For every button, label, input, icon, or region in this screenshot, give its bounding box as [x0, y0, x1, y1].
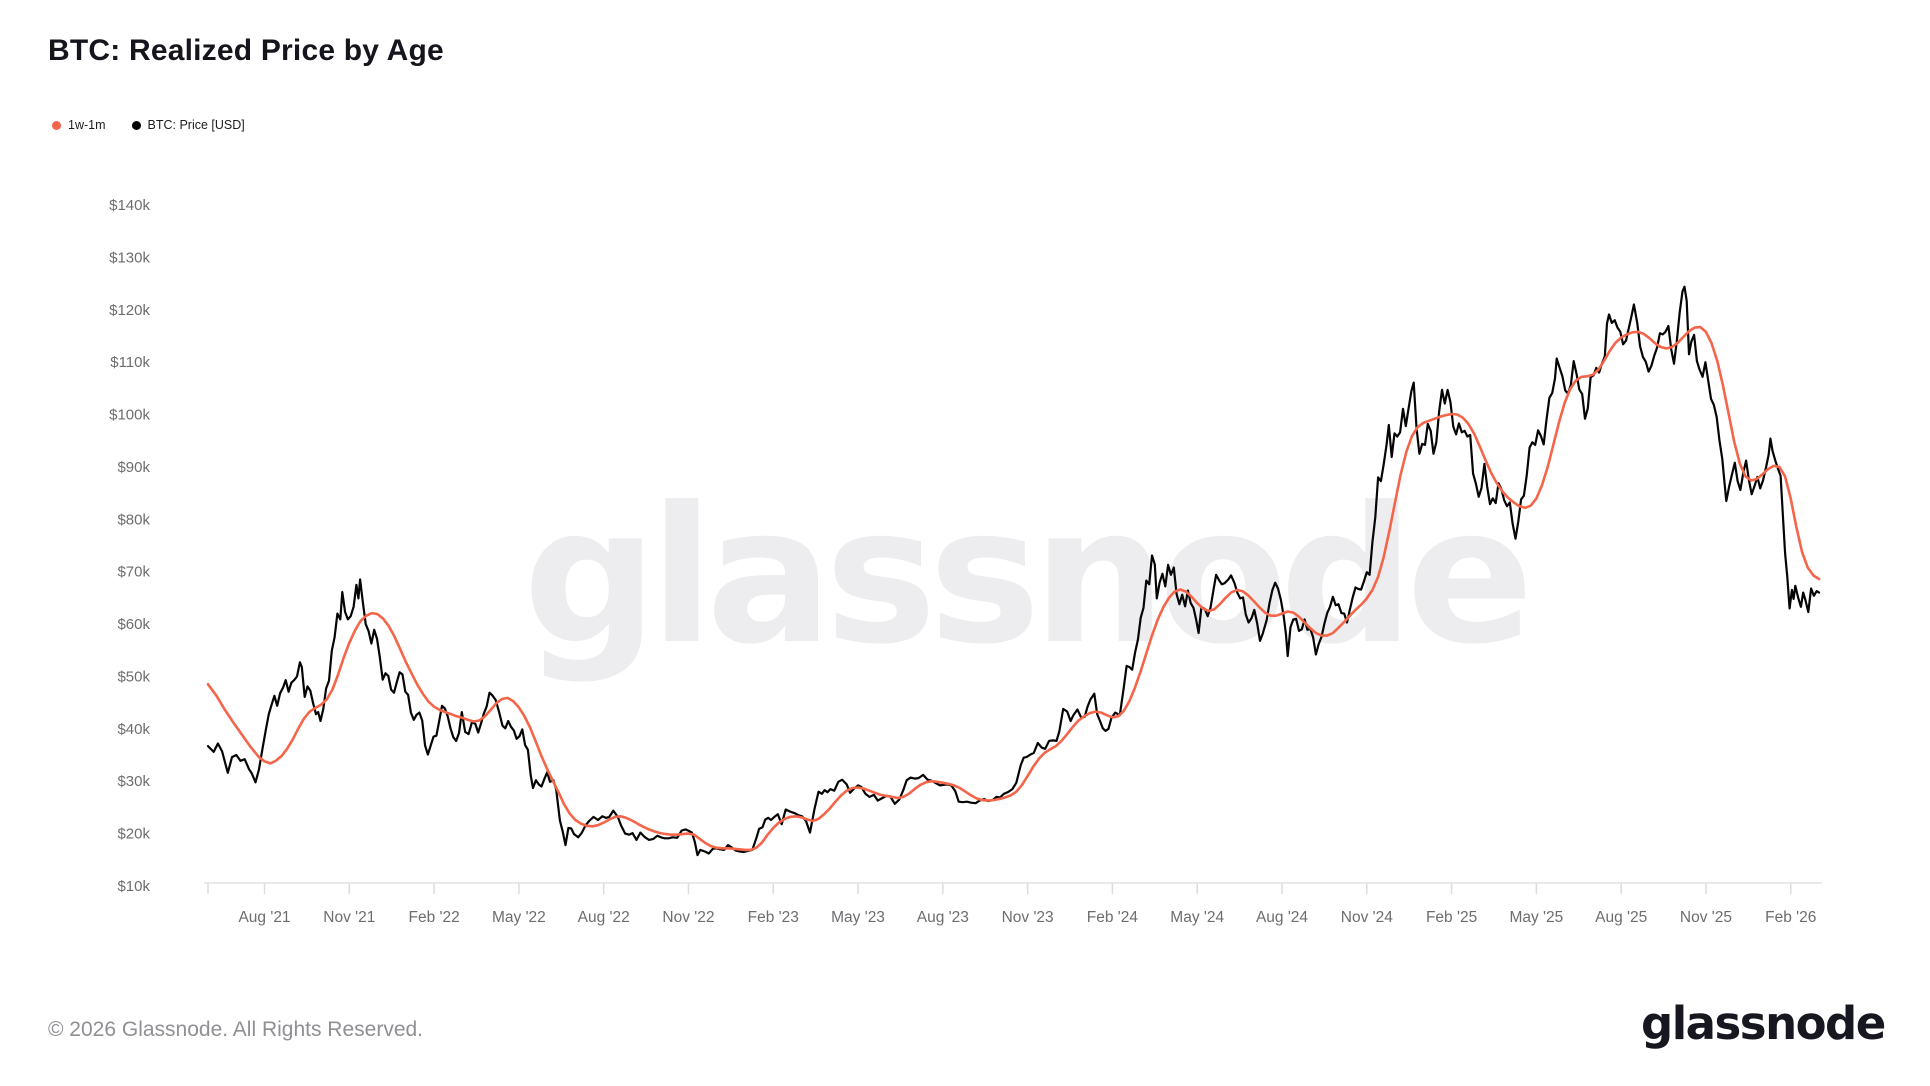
watermark-text: glassnode [523, 467, 1526, 686]
x-tick-label: Feb '22 [408, 909, 459, 926]
series-line-btc-price [206, 285, 1821, 857]
y-tick-label: $120k [109, 302, 150, 319]
legend-item-btc-price[interactable]: BTC: Price [USD] [131, 118, 245, 132]
x-tick-label: Nov '22 [662, 909, 714, 926]
y-tick-label: $80k [117, 511, 150, 528]
y-tick-label: $60k [117, 616, 150, 633]
y-tick-label: $20k [117, 826, 150, 843]
legend: 1w-1m BTC: Price [USD] [52, 118, 245, 132]
glassnode-logo: glassnode [1641, 997, 1886, 1050]
x-tick-label: Aug '23 [917, 909, 969, 926]
copyright-text: © 2026 Glassnode. All Rights Reserved. [48, 1018, 424, 1041]
y-tick-label: $130k [109, 249, 150, 266]
y-tick-label: $40k [117, 721, 150, 738]
legend-swatch-btc-price-icon [131, 120, 141, 130]
series-line-1w-1m [206, 325, 1821, 852]
y-tick-label: $110k [110, 354, 150, 371]
x-tick-label: Feb '23 [748, 909, 799, 926]
x-tick-label: May '22 [492, 909, 546, 926]
y-tick-label: $10k [117, 878, 150, 895]
x-tick-label: Nov '23 [1002, 909, 1054, 926]
legend-label-btc-price: BTC: Price [USD] [147, 118, 245, 132]
y-tick-label: $50k [117, 668, 150, 685]
x-tick-label: May '25 [1509, 909, 1563, 926]
x-tick-label: Nov '25 [1680, 909, 1732, 926]
x-tick-label: Feb '25 [1426, 909, 1477, 926]
x-tick-label: Aug '21 [238, 909, 290, 926]
x-tick-label: Nov '21 [323, 909, 375, 926]
x-tick-label: Nov '24 [1341, 909, 1393, 926]
y-tick-label: $90k [117, 459, 150, 476]
legend-swatch-1w-1m-icon [52, 120, 61, 130]
x-tick-label: May '24 [1170, 909, 1224, 926]
x-tick-label: Aug '25 [1595, 909, 1647, 926]
y-tick-label: $140k [109, 197, 150, 214]
x-tick-label: May '23 [831, 909, 885, 926]
x-tick-label: Feb '26 [1765, 909, 1816, 926]
x-tick-label: Feb '24 [1087, 909, 1139, 926]
y-tick-label: $100k [109, 407, 150, 424]
x-tick-label: Aug '24 [1256, 909, 1308, 926]
y-tick-label: $70k [117, 564, 150, 581]
x-tick-label: Aug '22 [578, 909, 630, 926]
y-tick-label: $30k [117, 773, 150, 790]
chart-title: BTC: Realized Price by Age [48, 34, 444, 67]
legend-item-1w-1m[interactable]: 1w-1m [52, 118, 106, 132]
legend-label-1w-1m: 1w-1m [68, 118, 106, 132]
